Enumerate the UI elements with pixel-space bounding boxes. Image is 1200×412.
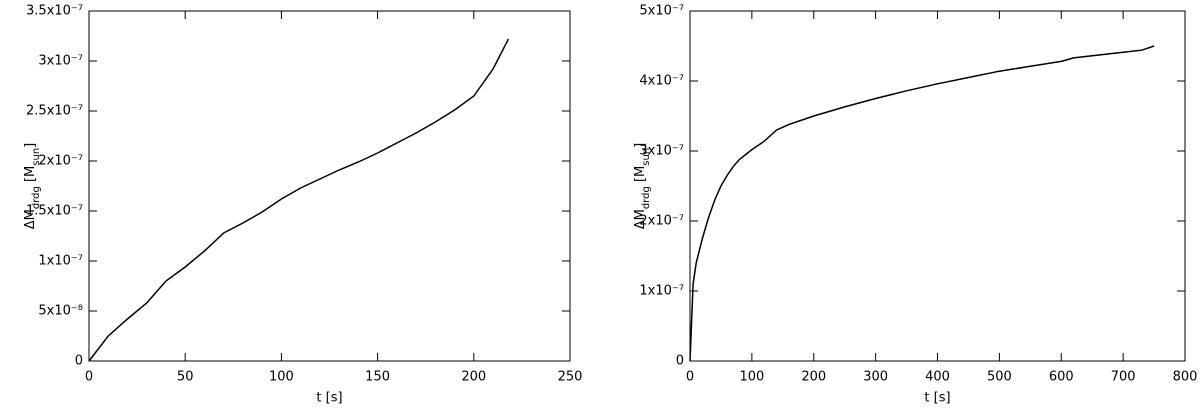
x-tick-label: 100 bbox=[269, 370, 294, 385]
y-axis-label-part: sun bbox=[31, 148, 42, 166]
y-axis-label-part: [M bbox=[23, 166, 38, 186]
y-tick-label: 2x10⁻⁷ bbox=[38, 154, 83, 169]
x-tick-label: 800 bbox=[1173, 370, 1198, 385]
y-axis-label-part: ΔM bbox=[23, 209, 38, 229]
plot-frame bbox=[88, 10, 571, 362]
y-tick-label: 3x10⁻⁷ bbox=[38, 54, 83, 69]
x-tick-label: 400 bbox=[925, 370, 950, 385]
x-tick-label: 500 bbox=[987, 370, 1012, 385]
x-tick-label: 150 bbox=[365, 370, 390, 385]
y-tick-label: 1x10⁻⁷ bbox=[38, 254, 83, 269]
x-tick-label: 700 bbox=[1111, 370, 1136, 385]
y-tick-label: 0 bbox=[75, 354, 83, 369]
x-tick-label: 200 bbox=[461, 370, 486, 385]
y-tick-label: 3x10⁻⁷ bbox=[639, 144, 684, 159]
x-axis-label: t [s] bbox=[316, 391, 342, 406]
y-tick-label: 0 bbox=[676, 354, 684, 369]
y-tick-label: 3.5x10⁻⁷ bbox=[26, 4, 83, 19]
y-tick-label: 1x10⁻⁷ bbox=[639, 284, 684, 299]
x-axis-label: t [s] bbox=[924, 391, 950, 406]
x-tick-label: 100 bbox=[739, 370, 764, 385]
x-tick-label: 300 bbox=[863, 370, 888, 385]
y-tick-label: 1.5x10⁻⁷ bbox=[26, 204, 83, 219]
y-axis-label-part: sun bbox=[641, 148, 652, 166]
x-tick-label: 0 bbox=[686, 370, 694, 385]
x-tick-label: 0 bbox=[85, 370, 93, 385]
y-axis-label: ΔMdrdg [Msun] bbox=[633, 143, 652, 229]
x-tick-label: 250 bbox=[558, 370, 583, 385]
data-line bbox=[88, 38, 510, 362]
y-axis-label-part: ΔM bbox=[633, 209, 648, 229]
y-tick-label: 5x10⁻⁸ bbox=[38, 304, 83, 319]
data-line bbox=[689, 45, 1155, 362]
x-tick-label: 200 bbox=[801, 370, 826, 385]
x-tick-label: 600 bbox=[1049, 370, 1074, 385]
plot-frame bbox=[689, 10, 1186, 362]
y-tick-label: 2.5x10⁻⁷ bbox=[26, 104, 83, 119]
y-tick-label: 2x10⁻⁷ bbox=[639, 214, 684, 229]
x-tick-label: 50 bbox=[177, 370, 194, 385]
y-tick-label: 5x10⁻⁷ bbox=[639, 4, 684, 19]
y-axis-label: ΔMdrdg [Msun] bbox=[23, 143, 42, 229]
y-axis-label-part: [M bbox=[633, 166, 648, 186]
y-axis-label-part: drdg bbox=[31, 186, 42, 209]
y-axis-label-part: drdg bbox=[641, 186, 652, 209]
y-axis-label-part: ] bbox=[23, 143, 38, 148]
y-axis-label-part: ] bbox=[633, 143, 648, 148]
y-tick-label: 4x10⁻⁷ bbox=[639, 74, 684, 89]
